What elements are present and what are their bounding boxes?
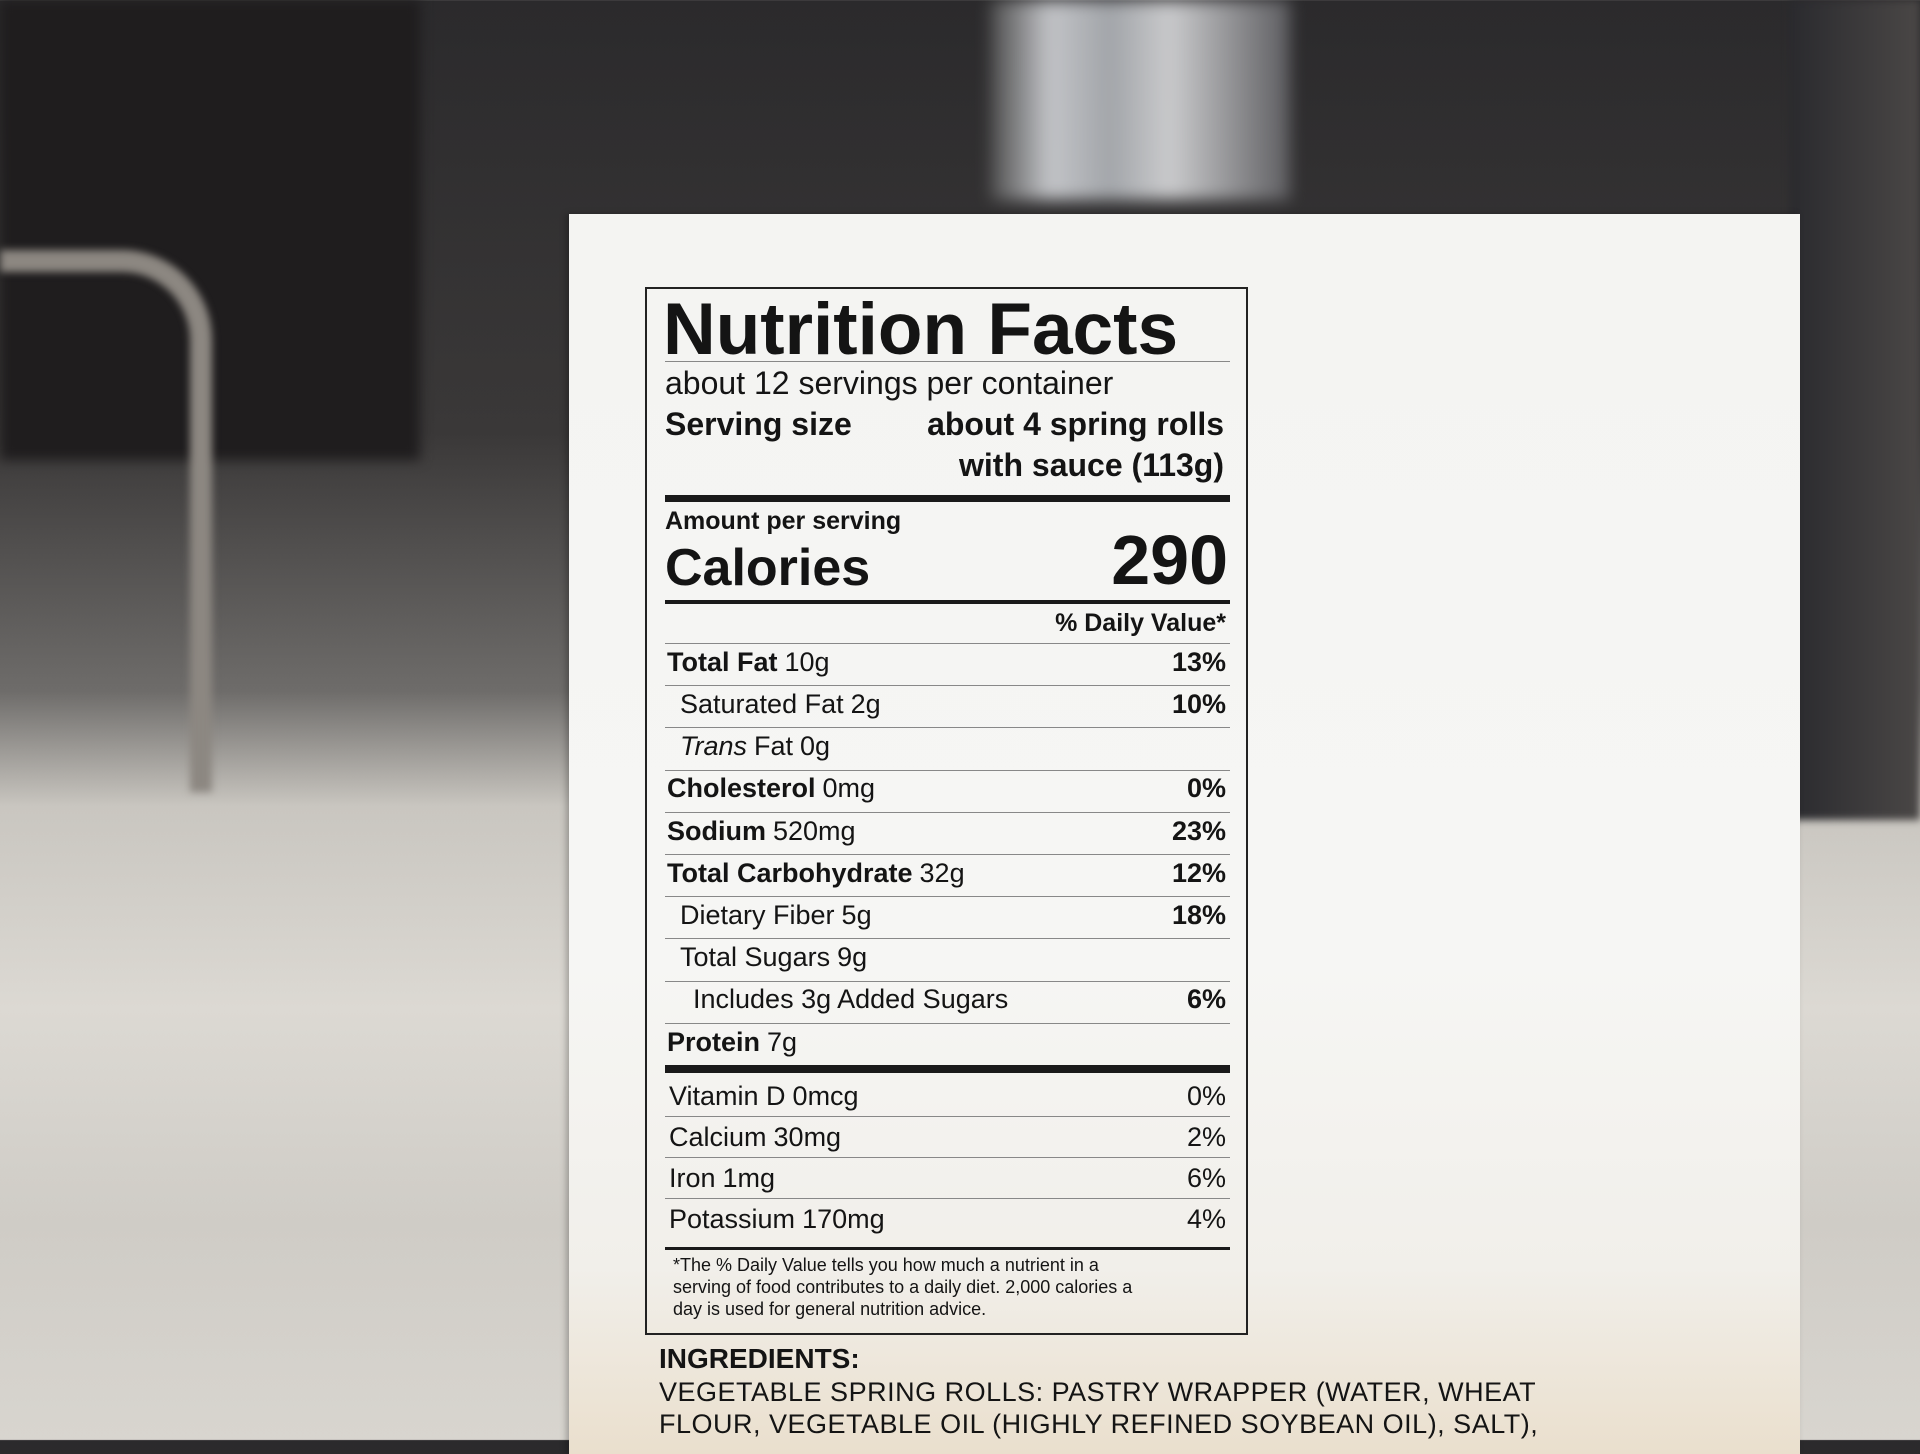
serving-size-value: with sauce (113g) [959,446,1224,483]
row-rule [665,854,1230,855]
title-rule [665,361,1230,362]
nutrient-amount: 0mg [822,773,876,804]
vitamin-daily-value: 0% [1186,1080,1226,1111]
row-rule [665,685,1230,687]
vitamin-amount: 30mg [773,1121,842,1152]
row-rule [665,1022,1230,1024]
footnote: *The % Daily Value tells you how much a … [673,1255,1099,1276]
vitamin-amount: 0mcg [792,1080,859,1111]
vitamin-daily-value: 4% [1186,1203,1226,1234]
thick-rule [665,1065,1230,1073]
vitamin-daily-value: 6% [1186,1162,1226,1193]
nutrient-amount: 5g [841,900,872,930]
nutrient-amount: 10g [784,646,830,677]
ingredients-heading: INGREDIENTS: [659,1343,860,1375]
row-rule [665,727,1230,729]
nutrient-name: Includes 3g Added Sugars [693,984,1009,1015]
row-rule [665,896,1230,898]
nutrient-amount: 9g [837,942,868,973]
vitamin-name: Iron [669,1162,716,1193]
footnote: serving of food contributes to a daily d… [673,1277,1133,1298]
vitamin-amount: 1mg [722,1162,776,1193]
row-rule [665,1157,1230,1158]
nutrient-daily-value: 6% [1186,984,1226,1015]
nutrient-daily-value: 18% [1171,900,1226,930]
label-title: Nutrition Facts [663,289,1179,371]
nutrient-amount: 32g [919,857,965,888]
ingredients-text: FLOUR, VEGETABLE OIL (HIGHLY REFINED SOY… [659,1408,1539,1439]
nutrition-label: Nutrition Facts about 12 servings per con… [645,287,1248,1335]
vitamin-name: Potassium [669,1203,796,1234]
background-wall [1790,0,1920,820]
nutrient-name: Protein [667,1026,761,1057]
row-rule [665,643,1230,644]
nutrient-daily-value: 12% [1171,857,1226,888]
vitamin-name: Calcium [669,1121,767,1152]
ingredients-text: VEGETABLE SPRING ROLLS: PASTRY WRAPPER (… [659,1376,1537,1407]
calories-value: 290 [1111,521,1228,599]
background-window [990,0,1290,200]
nutrient-daily-value: 13% [1171,646,1226,677]
row-rule [665,980,1230,982]
serving-size-label: Serving size [665,405,852,442]
footnote: day is used for general nutrition advice… [673,1299,987,1320]
bottom-rule [665,1247,1230,1250]
nutrient-name: Cholesterol [667,773,816,804]
calories-label: Calories [665,538,871,597]
row-rule [665,1198,1230,1199]
amount-per-serving: Amount per serving [665,507,902,535]
vitamin-name: Vitamin D [669,1080,786,1111]
thick-rule [665,495,1230,502]
servings-per-container: about 12 servings per container [665,364,1114,401]
vitamin-amount: 170mg [802,1203,885,1234]
nutrient-daily-value: 0% [1186,773,1226,804]
row-rule [665,938,1230,940]
background-faucet [0,250,212,792]
nutrient-daily-value: 23% [1171,815,1226,846]
nutrient-name: Sodium [667,815,766,846]
nutrient-amount: 0g [800,731,831,762]
serving-size-value: about 4 spring rolls [927,405,1224,442]
nutrient-amount: 7g [767,1026,798,1057]
nutrient-name: Dietary Fiber [680,900,835,930]
nutrient-daily-value: 10% [1171,689,1226,719]
nutrient-amount: 2g [850,689,881,719]
row-rule [665,1116,1230,1117]
medium-rule [665,600,1230,604]
nutrient-name: Total Carbohydrate [667,857,913,888]
nutrient-name: Total Fat [667,646,778,677]
nutrient-name: Fat [754,731,794,762]
nutrient-name: Saturated Fat [680,689,844,719]
nutrient-name-prefix: Trans [680,731,748,762]
row-rule [665,811,1230,813]
row-rule [665,769,1230,771]
nutrient-amount: 520mg [773,815,856,846]
vitamin-daily-value: 2% [1186,1121,1226,1152]
nutrient-name: Total Sugars [680,942,831,973]
daily-value-header: % Daily Value* [1055,609,1226,637]
